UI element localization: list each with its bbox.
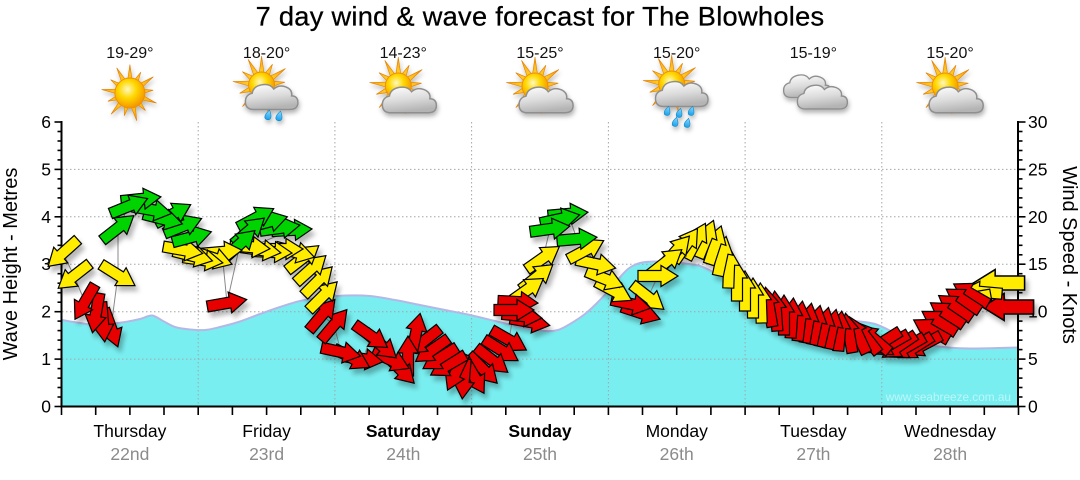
svg-text:25th: 25th: [523, 444, 557, 464]
svg-text:26th: 26th: [660, 444, 694, 464]
svg-text:22nd: 22nd: [110, 444, 149, 464]
svg-text:20: 20: [1028, 207, 1048, 227]
svg-text:Thursday: Thursday: [93, 421, 166, 441]
svg-text:28th: 28th: [933, 444, 967, 464]
svg-text:30: 30: [1028, 112, 1048, 132]
svg-text:7 day wind & wave forecast for: 7 day wind & wave forecast for The Blowh…: [256, 1, 825, 32]
svg-text:Tuesday: Tuesday: [780, 421, 847, 441]
svg-text:0: 0: [41, 397, 51, 417]
svg-text:19-29°: 19-29°: [106, 45, 153, 62]
svg-text:4: 4: [41, 207, 51, 227]
svg-text:23rd: 23rd: [249, 444, 284, 464]
svg-text:Wave Height - Metres: Wave Height - Metres: [0, 168, 22, 361]
svg-text:0: 0: [1028, 397, 1038, 417]
svg-text:6: 6: [41, 112, 51, 132]
svg-text:2: 2: [41, 302, 51, 322]
svg-text:15-19°: 15-19°: [790, 45, 837, 62]
svg-text:Saturday: Saturday: [366, 421, 441, 441]
svg-text:5: 5: [1028, 349, 1038, 369]
svg-text:15-20°: 15-20°: [926, 45, 973, 62]
svg-text:3: 3: [41, 254, 51, 274]
svg-text:15: 15: [1028, 254, 1047, 274]
svg-text:www.seabreeze.com.au: www.seabreeze.com.au: [885, 390, 1011, 404]
svg-text:15-20°: 15-20°: [653, 45, 700, 62]
svg-text:14-23°: 14-23°: [380, 45, 427, 62]
svg-text:27th: 27th: [796, 444, 830, 464]
svg-text:25: 25: [1028, 159, 1047, 179]
svg-text:24th: 24th: [386, 444, 420, 464]
svg-text:Friday: Friday: [242, 421, 291, 441]
svg-text:15-25°: 15-25°: [516, 45, 563, 62]
svg-text:Sunday: Sunday: [508, 421, 571, 441]
svg-text:Monday: Monday: [646, 421, 709, 441]
svg-text:Wednesday: Wednesday: [904, 421, 996, 441]
svg-text:18-20°: 18-20°: [243, 45, 290, 62]
svg-text:1: 1: [41, 349, 51, 369]
svg-text:5: 5: [41, 159, 51, 179]
svg-text:Wind Speed - Knots: Wind Speed - Knots: [1058, 166, 1080, 344]
